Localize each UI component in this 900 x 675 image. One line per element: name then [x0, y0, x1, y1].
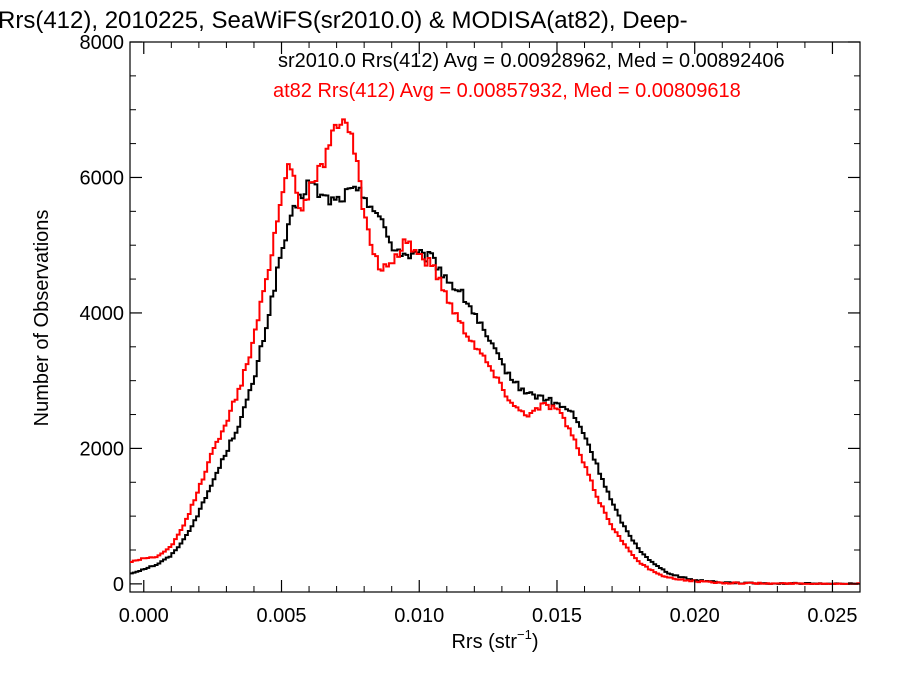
x-axis-label-superscript: −1: [517, 627, 532, 642]
x-axis: 0.000 0.005 0.010 0.015 0.020 0.025: [119, 42, 861, 627]
y-tick-label: 8000: [80, 32, 125, 54]
legend-entry-sr2010: sr2010.0 Rrs(412) Avg = 0.00928962, Med …: [278, 50, 785, 72]
x-tick-label: 0.020: [670, 605, 720, 627]
legend-entry-at82: at82 Rrs(412) Avg = 0.00857932, Med = 0.…: [273, 80, 741, 102]
legend: sr2010.0 Rrs(412) Avg = 0.00928962, Med …: [273, 50, 785, 102]
y-axis: 0 2000 4000 6000 8000: [80, 32, 860, 596]
plot-frame: [129, 41, 861, 593]
x-tick-label: 0.015: [532, 605, 582, 627]
x-tick-label: 0.000: [119, 605, 169, 627]
y-axis-label: Number of Observations: [31, 210, 53, 427]
chart-title: Rrs(412), 2010225, SeaWiFS(sr2010.0) & M…: [0, 7, 688, 34]
y-tick-label: 2000: [80, 438, 125, 460]
y-tick-label: 4000: [80, 303, 125, 325]
x-axis-label-main: Rrs (str: [451, 631, 517, 653]
x-axis-label-close: ): [532, 631, 539, 653]
series-line-sr2010-0: [130, 179, 860, 585]
x-axis-label: Rrs (str−1): [451, 627, 538, 653]
series-layer: [130, 118, 860, 585]
series-line-at82: [130, 118, 860, 585]
x-tick-label: 0.025: [807, 605, 857, 627]
x-tick-label: 0.010: [394, 605, 444, 627]
x-tick-label: 0.005: [256, 605, 306, 627]
y-tick-label: 6000: [80, 167, 125, 189]
plot-area-border: [129, 41, 861, 593]
y-tick-label: 0: [113, 574, 124, 596]
